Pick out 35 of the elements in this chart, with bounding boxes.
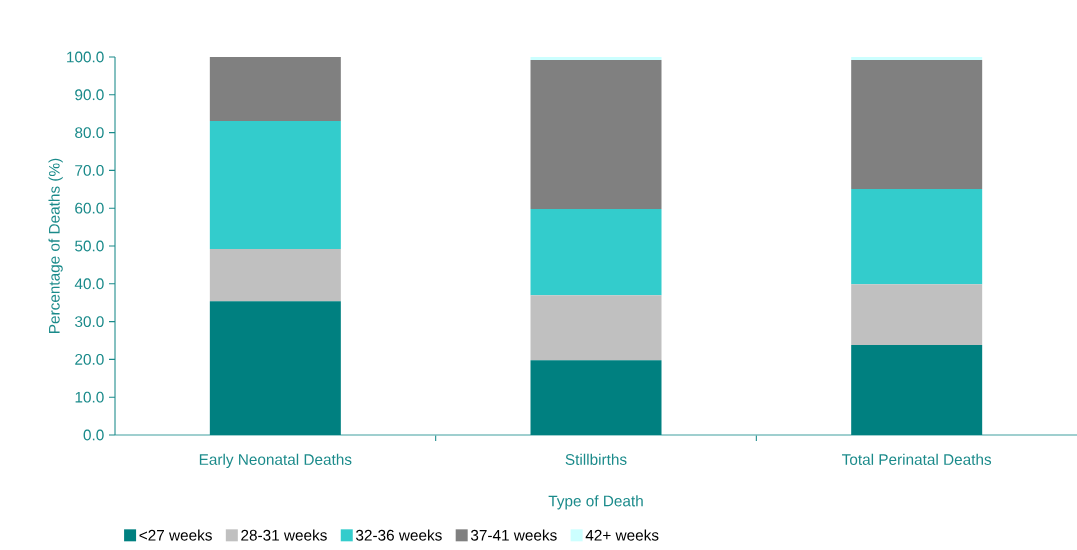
legend-label: <27 weeks <box>139 529 212 541</box>
bar <box>851 60 983 189</box>
legend-label: 42+ weeks <box>585 529 659 541</box>
y-tick-label: 60.0 <box>75 202 104 214</box>
bar <box>851 57 983 61</box>
bar <box>851 284 983 346</box>
bar <box>530 60 662 209</box>
y-tick-label: 20.0 <box>75 353 104 365</box>
y-tick-label: 80.0 <box>75 127 104 139</box>
x-tick-label: Total Perinatal Deaths <box>842 453 992 465</box>
bar <box>209 57 341 121</box>
y-tick-label: 50.0 <box>75 240 104 252</box>
bar <box>530 208 662 296</box>
legend-label: 28-31 weeks <box>241 529 327 541</box>
y-tick-label: 90.0 <box>75 89 104 101</box>
y-tick-label: 40.0 <box>74 278 104 290</box>
x-tick-label: Early Neonatal Deaths <box>199 453 352 468</box>
y-tick-label: 10.0 <box>75 391 104 403</box>
bar <box>851 188 983 285</box>
bar <box>530 360 662 435</box>
bar <box>530 295 662 361</box>
bar <box>209 301 341 435</box>
x-axis-title: Type of Death <box>548 495 643 510</box>
y-tick-label: 0.0 <box>83 429 104 441</box>
y-axis-title: Percentage of Deaths (%) <box>48 158 63 333</box>
y-tick-label: 100.0 <box>67 51 104 63</box>
legend-label: 32-36 weeks <box>356 529 442 541</box>
y-tick-label: 70.0 <box>75 164 104 176</box>
bar <box>530 57 662 61</box>
bar <box>209 249 341 302</box>
bar <box>851 345 983 435</box>
y-tick-label: 30.0 <box>75 316 104 328</box>
bar <box>209 120 341 250</box>
legend-label: 37-41 weeks <box>470 529 557 541</box>
x-tick-label: Stillbirths <box>565 453 627 465</box>
